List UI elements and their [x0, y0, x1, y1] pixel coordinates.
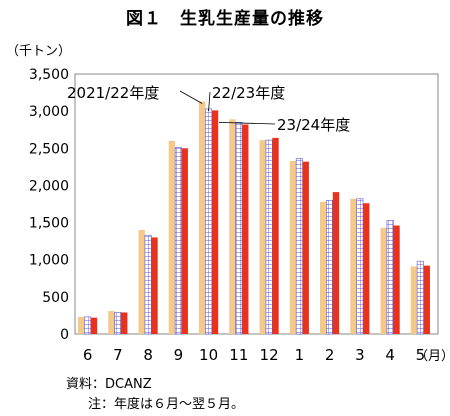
bar-3-11 — [242, 124, 249, 334]
x-tick-label: 10 — [199, 346, 218, 364]
bar-2-11 — [235, 121, 243, 335]
bar-3-7 — [121, 312, 128, 334]
bar-1-4 — [380, 227, 387, 334]
chart-title: 図１ 生乳生産量の推移 — [126, 9, 324, 29]
legend-leader-line — [208, 91, 211, 111]
legend-label-1: 2021/22年度 — [67, 84, 159, 102]
x-tick-label: 9 — [174, 346, 184, 364]
y-tick-label: 0 — [60, 327, 69, 343]
x-tick-label: 1 — [295, 346, 305, 364]
legend-leader-line — [179, 90, 203, 104]
bar-3-8 — [151, 237, 158, 334]
y-axis-unit: （千トン） — [6, 44, 72, 59]
bar-1-5 — [410, 266, 418, 334]
bar-2-12 — [265, 139, 273, 335]
legend-label-3: 23/24年度 — [277, 116, 350, 134]
bar-1-1 — [289, 160, 297, 334]
legend-leader-line — [218, 122, 276, 125]
x-tick-label: 12 — [260, 346, 279, 364]
x-tick-label: 11 — [229, 346, 248, 364]
bar-3-5 — [423, 265, 430, 334]
plot-frame — [74, 73, 439, 335]
bar-2-2 — [326, 199, 334, 335]
note-source: 資料：DCANZ — [66, 377, 152, 392]
bar-1-10 — [199, 101, 206, 334]
bar-1-2 — [320, 201, 327, 334]
y-tick-label: 1,000 — [29, 253, 69, 269]
y-tick-label: 500 — [42, 290, 69, 306]
bar-2-3 — [356, 198, 364, 335]
bar-1-11 — [229, 119, 236, 334]
bar-1-7 — [108, 310, 115, 334]
x-tick-label: 7 — [113, 346, 123, 364]
bar-3-6 — [90, 317, 98, 334]
legend-label-2: 22/23年度 — [212, 84, 285, 102]
bar-3-10 — [211, 110, 219, 335]
note-fiscal-year: 注：年度は６月～翌５月。 — [88, 397, 245, 412]
bar-2-10 — [205, 108, 213, 335]
bar-3-12 — [272, 137, 279, 334]
bar-1-12 — [259, 140, 266, 334]
bar-2-4 — [386, 220, 394, 335]
y-tick-label: 3,500 — [29, 67, 69, 83]
x-tick-label: 2 — [325, 346, 335, 364]
bar-2-5 — [416, 260, 424, 335]
bar-3-2 — [332, 192, 340, 334]
y-tick-label: 2,500 — [29, 141, 69, 157]
bar-3-4 — [393, 225, 400, 334]
x-axis-unit: （月） — [415, 349, 450, 364]
y-tick-label: 1,500 — [29, 216, 69, 232]
chart-notes: 資料：DCANZ 注：年度は６月～翌５月。 — [66, 375, 244, 415]
legend: 2021/22年度 22/23年度 23/24年度 — [67, 84, 350, 134]
bar-3-1 — [302, 161, 309, 334]
y-tick-label: 3,000 — [29, 104, 69, 120]
bar-1-9 — [168, 140, 176, 334]
bar-1-6 — [78, 316, 85, 334]
x-tick-label: 3 — [355, 346, 365, 364]
x-axis-ticks: 6 7 8 9 10 11 12 1 2 3 4 5 — [83, 346, 425, 364]
bar-2-8 — [144, 234, 152, 335]
y-axis-ticks: 0 500 1,000 1,500 2,000 2,500 3,000 3,500 — [29, 67, 69, 343]
bars-group — [78, 101, 430, 335]
x-tick-label: 8 — [143, 346, 153, 364]
plot-border — [74, 73, 439, 335]
bar-2-9 — [174, 147, 182, 335]
x-tick-label: 5 — [416, 346, 426, 364]
bar-2-6 — [84, 316, 92, 335]
x-tick-label: 6 — [83, 346, 93, 364]
bar-2-1 — [295, 158, 303, 335]
y-tick-label: 2,000 — [29, 178, 69, 194]
bar-3-3 — [363, 203, 370, 334]
bar-3-9 — [181, 148, 188, 334]
bar-1-3 — [350, 198, 357, 334]
bar-2-7 — [114, 312, 122, 335]
x-tick-label: 4 — [385, 346, 395, 364]
bar-1-8 — [138, 230, 145, 334]
